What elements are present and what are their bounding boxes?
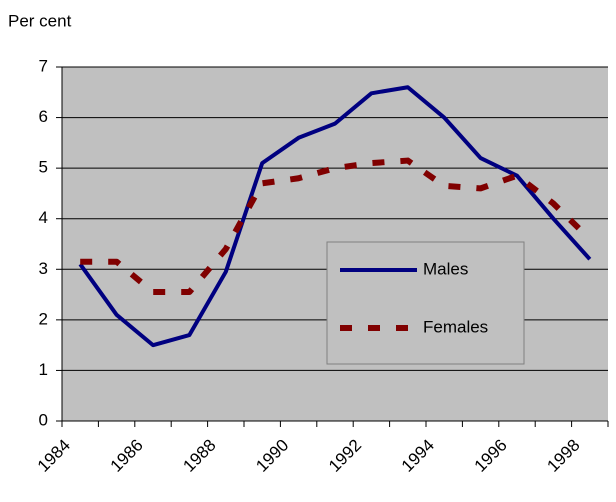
y-tick-label: 3	[39, 259, 48, 278]
legend-label: Males	[423, 259, 468, 278]
y-tick-label: 4	[39, 208, 48, 227]
x-tick-label: 1990	[252, 436, 292, 476]
y-tick-label: 6	[39, 107, 48, 126]
y-tick-label: 5	[39, 158, 48, 177]
x-tick-label: 1998	[543, 436, 583, 476]
x-tick-label: 1986	[107, 436, 147, 476]
legend-label: Females	[423, 317, 488, 336]
y-tick-label: 2	[39, 309, 48, 328]
x-tick-label: 1994	[398, 436, 438, 476]
y-axis-title: Per cent	[8, 11, 72, 30]
x-tick-label: 1984	[34, 436, 74, 476]
x-tick-label: 1996	[471, 436, 511, 476]
series-line	[80, 157, 592, 296]
x-tick-label: 1992	[325, 436, 365, 476]
series-line	[78, 85, 592, 348]
x-tick-label: 1988	[179, 436, 219, 476]
legend	[326, 241, 525, 365]
y-tick-label: 0	[39, 410, 48, 429]
y-tick-label: 7	[39, 56, 48, 75]
y-tick-label: 1	[39, 360, 48, 379]
